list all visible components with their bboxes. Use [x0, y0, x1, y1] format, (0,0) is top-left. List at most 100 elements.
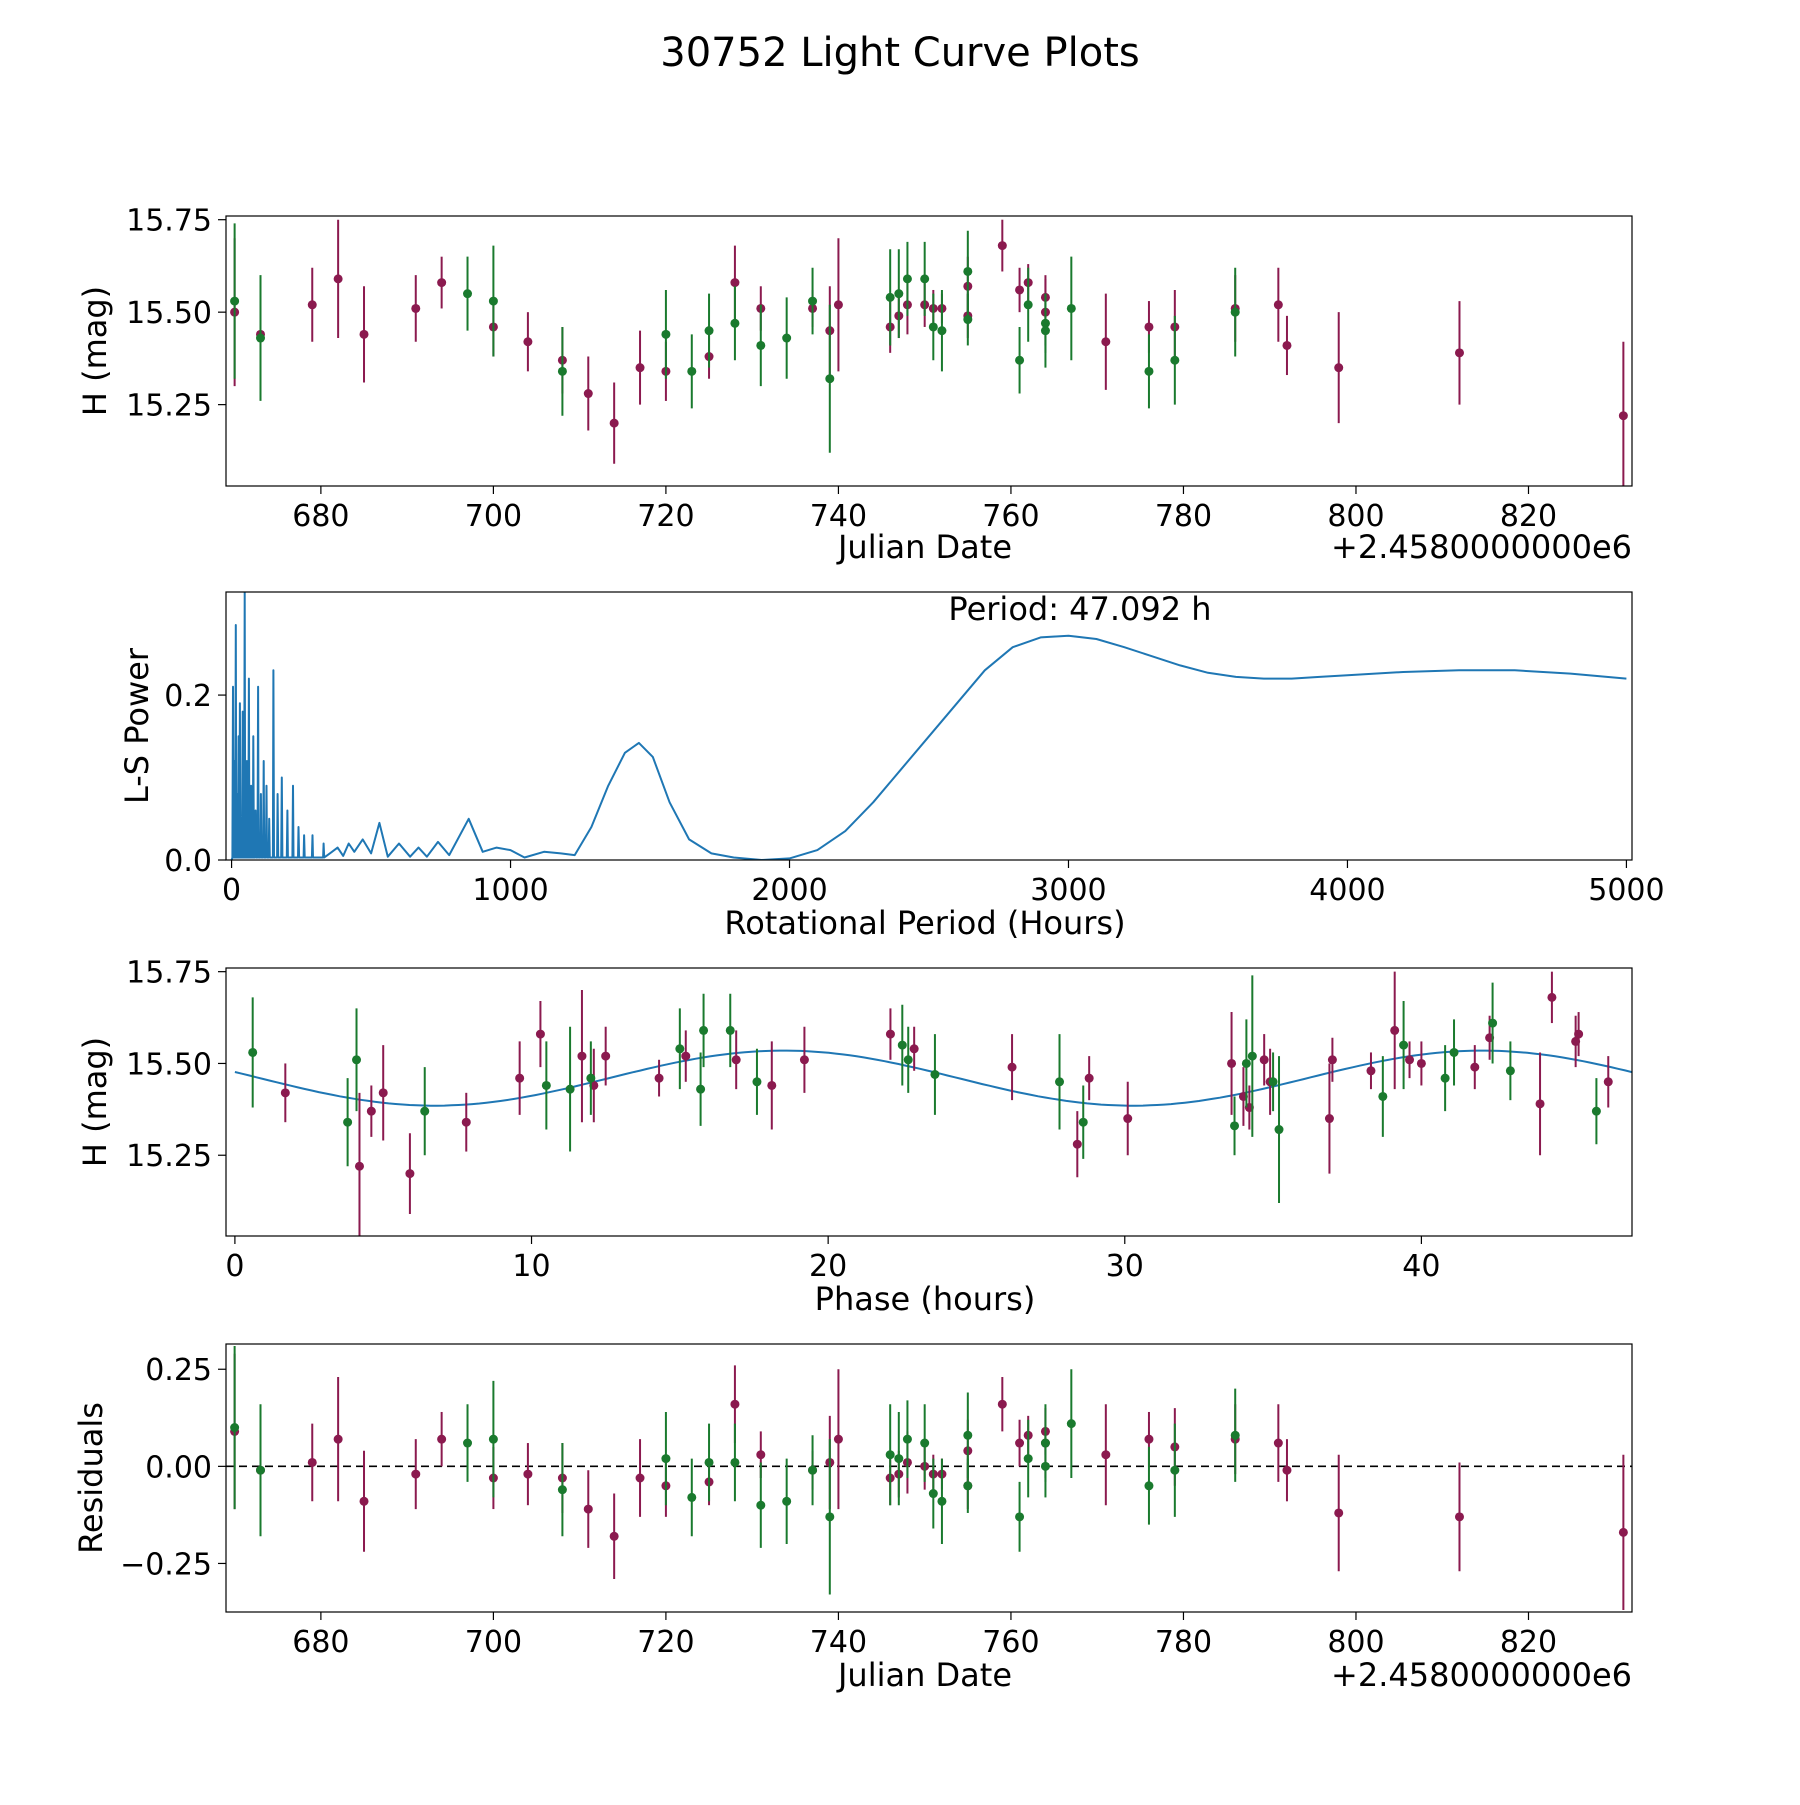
phased-green-point	[586, 1073, 596, 1083]
lightcurve-xtick-label: 760	[982, 499, 1039, 534]
lightcurve-green-point	[256, 333, 266, 343]
lightcurve-magenta-point	[307, 300, 317, 310]
phased-green-point	[897, 1040, 907, 1050]
lightcurve-magenta-point	[635, 363, 645, 373]
lightcurve-green-point	[902, 274, 912, 284]
residuals-green-point	[963, 1430, 973, 1440]
residuals-green-point	[902, 1434, 912, 1444]
lightcurve-green-point	[782, 333, 792, 343]
residuals-green-point	[1040, 1438, 1050, 1448]
phased-green-point	[752, 1077, 762, 1087]
residuals-magenta-point	[635, 1473, 645, 1483]
residuals-xtick-label: 720	[637, 1625, 694, 1660]
lightcurve-green-point	[963, 315, 973, 325]
phased-magenta-point	[1416, 1058, 1426, 1068]
phased-magenta-point	[1390, 1025, 1400, 1035]
residuals-xtick-label: 820	[1500, 1625, 1557, 1660]
residuals-green-point	[808, 1465, 818, 1475]
phased-green-point	[930, 1069, 940, 1079]
residuals-magenta-point	[583, 1504, 593, 1514]
lightcurve-green-point	[1066, 303, 1076, 313]
residuals-ytick-label: 0.00	[145, 1450, 212, 1485]
lightcurve-green-point	[730, 318, 740, 328]
phased-magenta-point	[535, 1029, 545, 1039]
phased-magenta-point	[681, 1051, 691, 1061]
phased-magenta-point	[601, 1051, 611, 1061]
residuals-green-point	[963, 1481, 973, 1491]
phased-magenta-point	[909, 1044, 919, 1054]
phased-ylabel: H (mag)	[76, 1037, 114, 1167]
residuals-axes: 680 700 720 740 760 780 800 820 −0.25 0.00 0.25 Ju…	[72, 1343, 1633, 1694]
phased-green-point	[1378, 1091, 1388, 1101]
phased-frame	[225, 967, 1633, 1237]
phased-green-point	[420, 1106, 430, 1116]
phased-plot-area	[234, 971, 1632, 1236]
lightcurve-green-point	[920, 274, 930, 284]
lightcurve-magenta-point	[333, 274, 343, 284]
phased-magenta-point	[1603, 1077, 1613, 1087]
residuals-magenta-point	[307, 1457, 317, 1467]
phased-magenta-point	[1535, 1099, 1545, 1109]
lightcurve-xtick-label: 700	[465, 499, 522, 534]
lightcurve-green-point	[704, 326, 714, 336]
phased-green-point	[1449, 1047, 1459, 1057]
lightcurve-magenta-point	[730, 278, 740, 288]
phased-ytick-label: 15.25	[126, 1139, 212, 1174]
phased-magenta-point	[280, 1088, 290, 1098]
phased-green-point	[1440, 1073, 1450, 1083]
lightcurve-green-point	[557, 366, 567, 376]
residuals-magenta-point	[1015, 1438, 1025, 1448]
lightcurve-green-point	[1040, 326, 1050, 336]
residuals-green-point	[1144, 1481, 1154, 1491]
periodogram-axes: 0 1000 2000 3000 4000 5000 0.0 0.2 Period: 47.0…	[118, 590, 1665, 942]
residuals-green-point	[920, 1438, 930, 1448]
residuals-green-point	[488, 1434, 498, 1444]
residuals-green-point	[704, 1457, 714, 1467]
residuals-magenta-point	[730, 1399, 740, 1409]
residuals-magenta-point	[609, 1531, 619, 1541]
phased-magenta-point	[1405, 1055, 1415, 1065]
lightcurve-green-point	[894, 289, 904, 299]
periodogram-ytick-label: 0.0	[164, 844, 212, 879]
lightcurve-magenta-point	[609, 418, 619, 428]
periodogram-frame	[225, 591, 1633, 861]
periodogram-xtick-label: 2000	[751, 873, 827, 908]
periodogram-power-line	[230, 592, 1627, 860]
phased-magenta-point	[1227, 1058, 1237, 1068]
lightcurve-magenta-point	[1273, 300, 1283, 310]
phased-green-point	[343, 1117, 353, 1127]
phased-xtick-label: 10	[512, 1249, 550, 1284]
lightcurve-green-point	[928, 322, 938, 332]
lightcurve-magenta-point	[1618, 411, 1628, 421]
lightcurve-green-point	[230, 296, 240, 306]
periodogram-xtick-label: 1000	[472, 873, 548, 908]
lightcurve-xtick-label: 740	[810, 499, 867, 534]
lightcurve-magenta-point	[437, 278, 447, 288]
residuals-xtick-label: 700	[465, 1625, 522, 1660]
lightcurve-xtick-label: 680	[292, 499, 349, 534]
periodogram-xtick-label: 3000	[1030, 873, 1106, 908]
phased-green-point	[1241, 1058, 1251, 1068]
residuals-green-point	[1170, 1465, 1180, 1475]
residuals-green-point	[1230, 1430, 1240, 1440]
lightcurve-magenta-point	[411, 303, 421, 313]
phased-magenta-point	[461, 1117, 471, 1127]
lightcurve-green-point	[825, 374, 835, 384]
phased-green-point	[725, 1025, 735, 1035]
residuals-magenta-point	[1282, 1465, 1292, 1475]
lightcurve-green-point	[1144, 366, 1154, 376]
residuals-offset-label: +2.4580000000e6	[1331, 1656, 1632, 1694]
phased-magenta-point	[577, 1051, 587, 1061]
lightcurve-magenta-point	[1454, 348, 1464, 358]
residuals-xtick-label: 680	[292, 1625, 349, 1660]
residuals-magenta-point	[1454, 1512, 1464, 1522]
phased-magenta-point	[1072, 1139, 1082, 1149]
phased-magenta-point	[654, 1073, 664, 1083]
residuals-magenta-point	[437, 1434, 447, 1444]
periodogram-plot-area	[230, 592, 1627, 860]
residuals-green-point	[928, 1489, 938, 1499]
residuals-green-point	[825, 1512, 835, 1522]
residuals-green-point	[463, 1438, 473, 1448]
